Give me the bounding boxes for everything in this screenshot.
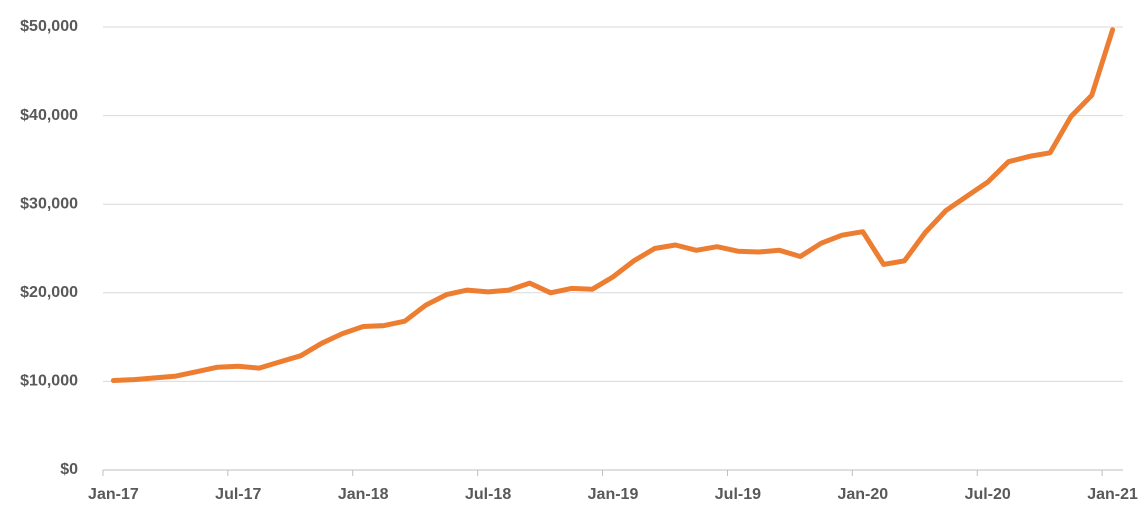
x-tick-label: Jul-18 xyxy=(465,486,511,503)
y-tick-label: $0 xyxy=(60,461,78,478)
x-tick-label: Jul-17 xyxy=(215,486,261,503)
y-tick-label: $20,000 xyxy=(20,284,78,301)
x-tick-label: Jan-19 xyxy=(588,486,639,503)
x-tick-label: Jul-19 xyxy=(715,486,761,503)
y-tick-label: $50,000 xyxy=(20,18,78,35)
x-tick-label: Jan-17 xyxy=(88,486,139,503)
line-series xyxy=(110,27,1116,383)
y-tick-label: $30,000 xyxy=(20,195,78,212)
x-tick-label: Jan-21 xyxy=(1087,486,1138,503)
x-tick-label: Jul-20 xyxy=(965,486,1011,503)
x-tick-label: Jan-18 xyxy=(338,486,389,503)
y-tick-label: $40,000 xyxy=(20,107,78,124)
y-tick-label: $10,000 xyxy=(20,373,78,390)
x-tick-label: Jan-20 xyxy=(837,486,888,503)
